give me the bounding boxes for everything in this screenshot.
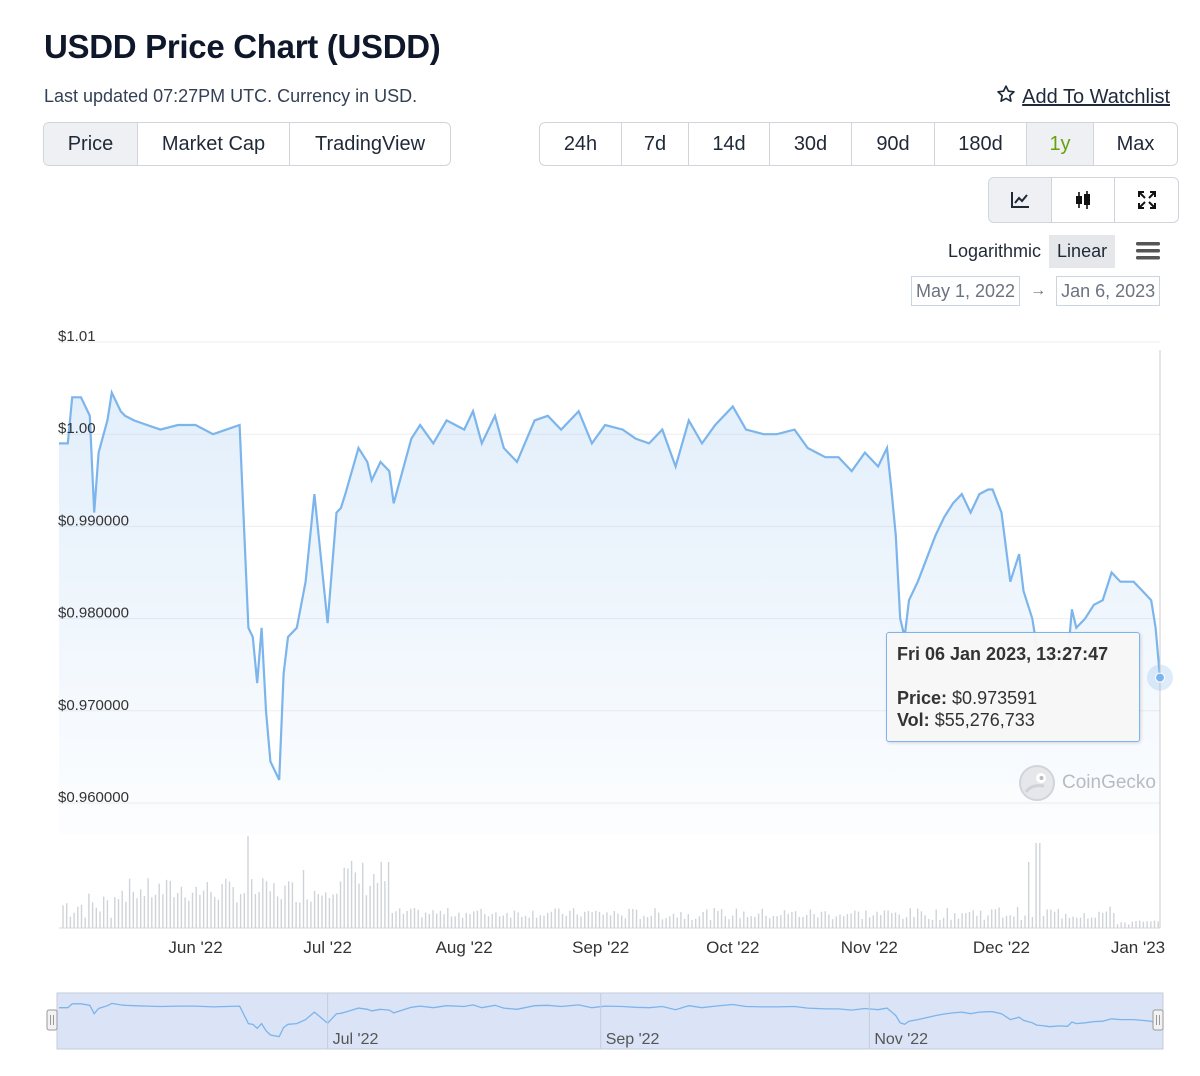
- last-updated-text: Last updated 07:27PM UTC. Currency in US…: [44, 86, 418, 106]
- chart-type-tabs: Price Market Cap TradingView: [43, 122, 451, 166]
- tab-price[interactable]: Price: [44, 123, 138, 165]
- fullscreen-button[interactable]: [1115, 178, 1178, 222]
- hover-point: [1155, 672, 1165, 683]
- scale-linear[interactable]: Linear: [1049, 235, 1116, 268]
- candlestick-icon: [1076, 191, 1090, 209]
- tooltip-vol: $55,276,733: [934, 710, 1035, 730]
- arrow-right-icon: →: [1030, 282, 1047, 299]
- time-range-tabs: 24h 7d 14d 30d 90d 180d 1y Max: [539, 122, 1178, 166]
- tab-tradingview[interactable]: TradingView: [314, 132, 426, 155]
- volume-bars: [59, 836, 1160, 929]
- navigator-tick-label: Sep '22: [606, 1031, 660, 1048]
- x-tick-label: Jul '22: [303, 938, 352, 957]
- x-tick-label: Sep '22: [572, 938, 629, 957]
- chart-menu-button[interactable]: [1136, 241, 1160, 266]
- range-90d[interactable]: 90d: [852, 123, 935, 165]
- range-24h[interactable]: 24h: [540, 123, 622, 165]
- range-max[interactable]: Max: [1116, 132, 1155, 155]
- navigator-handle-left[interactable]: [46, 1009, 58, 1031]
- date-from-input[interactable]: May 1, 2022: [911, 276, 1021, 306]
- range-14d[interactable]: 14d: [689, 123, 770, 165]
- y-tick-label: $0.990000: [58, 512, 129, 529]
- x-tick-label: Dec '22: [973, 938, 1030, 957]
- hamburger-icon: [1136, 242, 1160, 260]
- date-to-input[interactable]: Jan 6, 2023: [1056, 276, 1161, 306]
- navigator-handle-right[interactable]: [1152, 1009, 1164, 1031]
- candlestick-button[interactable]: [1052, 178, 1115, 222]
- x-tick-label: Aug '22: [436, 938, 493, 957]
- range-1y[interactable]: 1y: [1027, 123, 1094, 165]
- navigator-tick-label: Jul '22: [333, 1031, 379, 1048]
- x-tick-label: Oct '22: [706, 938, 759, 957]
- navigator[interactable]: Jul '22 Sep '22 Nov '22: [46, 992, 1164, 1050]
- price-chart[interactable]: $1.01 $1.00 $0.990000 $0.980000 $0.970000 $0.…: [0, 320, 1200, 1076]
- y-tick-label: $0.970000: [58, 697, 129, 714]
- range-180d[interactable]: 180d: [935, 123, 1027, 165]
- coingecko-logo-icon: [1019, 765, 1055, 801]
- add-to-watchlist-link[interactable]: Add To Watchlist: [996, 84, 1170, 110]
- price-tooltip: Fri 06 Jan 2023, 13:27:47 Price: $0.9735…: [886, 632, 1140, 742]
- scale-logarithmic[interactable]: Logarithmic: [948, 241, 1042, 261]
- y-tick-label: $0.960000: [58, 789, 129, 806]
- y-tick-label: $1.00: [58, 420, 96, 437]
- page-title: USDD Price Chart (USDD): [44, 28, 441, 65]
- x-tick-label: Nov '22: [841, 938, 898, 957]
- scale-toggle: Logarithmic Linear: [940, 235, 1116, 268]
- watermark-text: CoinGecko: [1062, 772, 1156, 793]
- fullscreen-icon: [1137, 191, 1156, 209]
- range-30d[interactable]: 30d: [770, 123, 852, 165]
- date-range-inputs: May 1, 2022 → Jan 6, 2023: [911, 276, 1161, 306]
- y-tick-label: $1.01: [58, 328, 96, 345]
- star-icon: [996, 84, 1016, 110]
- coingecko-watermark: CoinGecko: [1018, 764, 1156, 802]
- x-tick-label: Jan '23: [1111, 938, 1165, 957]
- price-area: [59, 392, 1160, 835]
- navigator-tick-label: Nov '22: [874, 1031, 928, 1048]
- tooltip-vol-label: Vol:: [897, 710, 930, 730]
- tooltip-price: $0.973591: [952, 688, 1038, 708]
- line-chart-button[interactable]: [989, 178, 1052, 222]
- x-axis-labels: Jun '22 Jul '22 Aug '22 Sep '22 Oct '22 Nov '…: [168, 938, 1165, 957]
- watchlist-label: Add To Watchlist: [1022, 85, 1170, 108]
- range-7d[interactable]: 7d: [622, 123, 689, 165]
- chart-style-buttons: [988, 177, 1179, 223]
- tab-market-cap[interactable]: Market Cap: [138, 123, 290, 165]
- y-axis-labels: $1.01 $1.00 $0.990000 $0.980000 $0.970000 $0.…: [58, 328, 129, 806]
- line-chart-icon: [1011, 192, 1029, 208]
- x-tick-label: Jun '22: [168, 938, 222, 957]
- y-tick-label: $0.980000: [58, 605, 129, 622]
- navigator-line: [59, 1002, 1161, 1038]
- price-line: [59, 389, 1162, 781]
- navigator-range: [56, 992, 1164, 1050]
- tooltip-date: Fri 06 Jan 2023, 13:27:47: [897, 644, 1109, 664]
- tooltip-price-label: Price:: [897, 688, 948, 708]
